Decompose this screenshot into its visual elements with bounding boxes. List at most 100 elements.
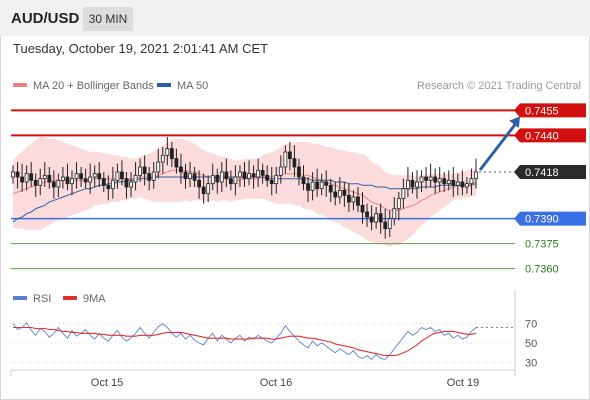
candle — [101, 172, 106, 192]
candle — [292, 145, 297, 177]
candle-body — [11, 171, 15, 178]
candle — [387, 210, 392, 237]
candle — [369, 205, 374, 231]
legend-label-bollinger: MA 20 + Bollinger Bands — [33, 80, 154, 92]
candle — [424, 167, 428, 189]
candle — [42, 162, 47, 187]
timestamp: Tuesday, October 19, 2021 2:01:41 AM CET — [13, 41, 269, 56]
timeframe-badge[interactable]: 30 MIN — [83, 7, 133, 31]
level-tag-bg — [514, 165, 586, 179]
candle — [74, 162, 79, 189]
level-tag-0.7440: 0.7440 — [514, 128, 586, 143]
candle — [287, 142, 292, 171]
candle — [433, 168, 438, 194]
candle-body — [369, 216, 374, 223]
candle — [265, 165, 270, 187]
candle — [442, 172, 447, 192]
candle-body — [151, 171, 156, 181]
candle — [342, 182, 347, 207]
candle — [383, 208, 388, 239]
candle — [465, 177, 469, 194]
legend-swatch-9ma — [63, 296, 77, 301]
candle-body — [160, 154, 165, 163]
candle-body — [337, 189, 342, 198]
candle — [147, 167, 152, 191]
bollinger-band-area — [13, 137, 476, 247]
candle-body — [392, 208, 397, 220]
candle-body — [406, 179, 410, 190]
legend-swatch-bollinger — [13, 83, 27, 88]
candle-body — [424, 176, 428, 181]
candle — [224, 158, 229, 187]
candle-body — [274, 174, 279, 185]
candle — [228, 170, 233, 191]
candle — [61, 167, 65, 189]
candle-body — [328, 184, 333, 193]
candle-body — [79, 173, 83, 180]
candle — [269, 167, 274, 196]
candle-body — [342, 189, 347, 196]
candle — [33, 173, 38, 197]
candle — [455, 173, 460, 196]
candle — [251, 165, 256, 189]
candle — [120, 160, 124, 186]
x-tick-label: Oct 16 — [260, 377, 292, 389]
candle — [278, 155, 283, 184]
candle-body — [301, 176, 306, 185]
candle-body — [238, 171, 242, 178]
candle — [83, 168, 88, 189]
candle — [274, 167, 279, 194]
candle — [165, 137, 170, 166]
candle — [215, 168, 220, 194]
candle-body — [446, 179, 451, 185]
candle — [142, 155, 147, 186]
candle-body — [415, 181, 419, 188]
candle — [337, 177, 342, 204]
candle — [451, 167, 456, 197]
candle-body — [356, 196, 360, 206]
candle-body — [169, 148, 174, 160]
candle — [138, 158, 142, 182]
candle-body — [33, 179, 38, 186]
level-tag-bg — [514, 211, 586, 226]
candle-body — [115, 171, 120, 181]
candle-body — [297, 166, 301, 178]
candle — [233, 165, 238, 196]
candle — [51, 170, 56, 199]
candle-body — [365, 211, 369, 218]
candle — [201, 173, 206, 204]
candle — [92, 165, 97, 187]
candle-body — [287, 151, 292, 160]
candle-body — [437, 178, 442, 183]
candle — [401, 178, 406, 209]
candle — [378, 203, 383, 234]
candle-body — [179, 166, 183, 173]
candle — [129, 172, 133, 197]
legend-swatch-rsi — [13, 296, 27, 301]
candle-body — [165, 148, 170, 156]
research-credit: Research © 2021 Trading Central — [416, 80, 581, 92]
candle-body — [215, 174, 220, 183]
candle — [428, 163, 433, 187]
candle-body — [106, 184, 111, 190]
rsi-tick-30: 30 — [525, 357, 537, 369]
candle-body — [278, 166, 283, 176]
candle — [29, 162, 34, 187]
candle — [15, 162, 20, 189]
candle — [356, 187, 360, 212]
candle-body — [224, 171, 229, 180]
legend-rsi: RSI — [13, 293, 51, 305]
candle — [79, 167, 83, 187]
candle-body — [465, 183, 469, 188]
candle — [197, 170, 202, 199]
forecast-arrow-shaft — [478, 122, 518, 171]
candle — [97, 162, 102, 187]
candle-body — [183, 171, 188, 180]
candle-body — [401, 188, 406, 200]
candle — [351, 190, 356, 211]
candle-body — [310, 181, 315, 191]
candle-body — [292, 158, 297, 168]
candle-body — [360, 204, 365, 213]
candle — [174, 148, 179, 174]
candle — [20, 163, 24, 192]
